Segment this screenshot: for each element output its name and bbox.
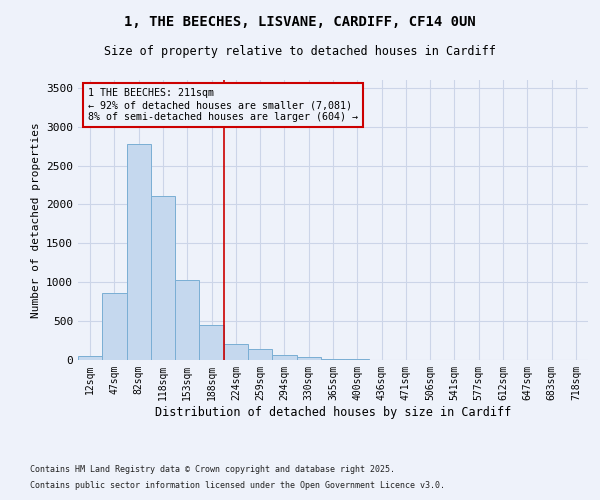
Text: Size of property relative to detached houses in Cardiff: Size of property relative to detached ho… [104, 45, 496, 58]
Text: Contains public sector information licensed under the Open Government Licence v3: Contains public sector information licen… [30, 480, 445, 490]
Bar [127, 144, 151, 360]
Bar [321, 358, 345, 360]
Bar [151, 196, 175, 360]
Bar [248, 348, 272, 360]
Bar [272, 356, 296, 360]
Text: 1 THE BEECHES: 211sqm
← 92% of detached houses are smaller (7,081)
8% of semi-de: 1 THE BEECHES: 211sqm ← 92% of detached … [88, 88, 358, 122]
Bar [102, 293, 127, 360]
Bar [296, 357, 321, 360]
Text: 1, THE BEECHES, LISVANE, CARDIFF, CF14 0UN: 1, THE BEECHES, LISVANE, CARDIFF, CF14 0… [124, 15, 476, 29]
Bar [175, 280, 199, 360]
Bar [224, 344, 248, 360]
X-axis label: Distribution of detached houses by size in Cardiff: Distribution of detached houses by size … [155, 406, 511, 418]
Y-axis label: Number of detached properties: Number of detached properties [31, 122, 41, 318]
Bar [78, 356, 102, 360]
Text: Contains HM Land Registry data © Crown copyright and database right 2025.: Contains HM Land Registry data © Crown c… [30, 466, 395, 474]
Bar [199, 324, 224, 360]
